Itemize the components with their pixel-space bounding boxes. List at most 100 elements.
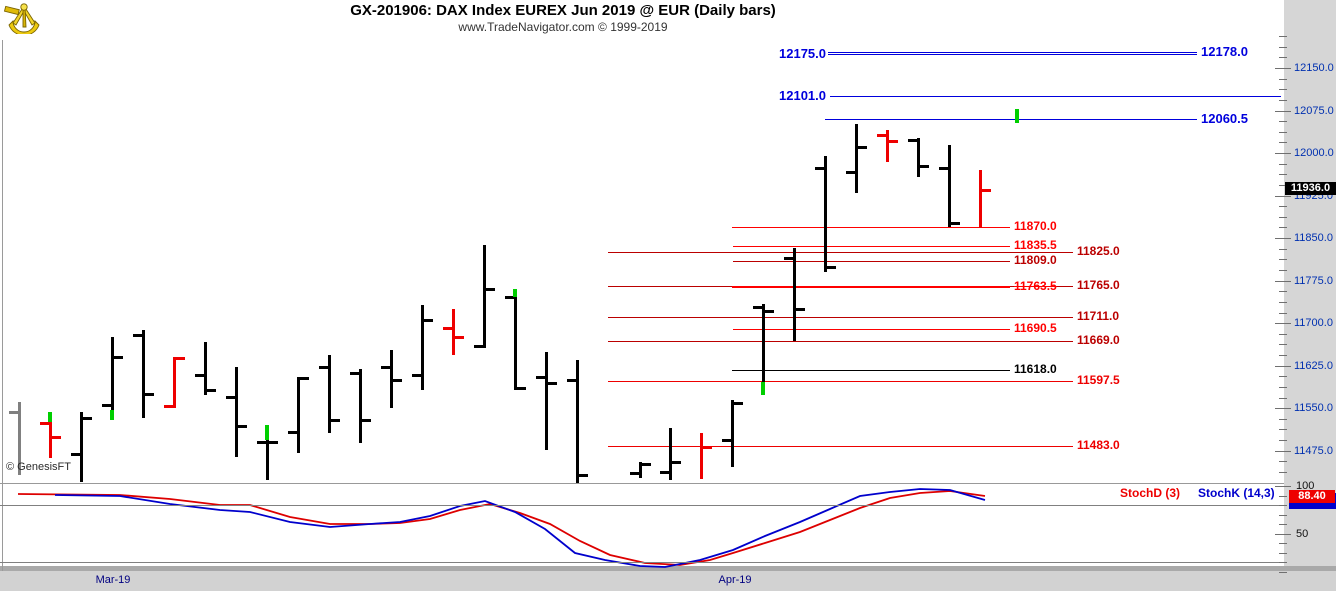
stochk-legend-label: StochK (14,3) xyxy=(1198,486,1275,500)
bar-open-tick xyxy=(877,134,886,137)
price-bar xyxy=(297,377,300,453)
price-bar xyxy=(700,433,703,479)
level-label: 11711.0 xyxy=(1077,309,1120,323)
price-bar xyxy=(235,367,238,457)
price-bar xyxy=(483,245,486,348)
bar-close-tick xyxy=(982,189,991,192)
level-line xyxy=(608,381,1073,382)
panel-bottom-border xyxy=(0,566,1336,571)
bar-close-tick xyxy=(269,441,278,444)
bar-open-tick xyxy=(630,472,639,475)
bar-open-tick xyxy=(257,441,266,444)
price-bar xyxy=(390,350,393,408)
price-bar xyxy=(576,360,579,483)
bar-open-tick xyxy=(815,167,824,170)
genesis-watermark: © GenesisFT xyxy=(6,461,71,473)
price-chart-canvas[interactable]: 12178.0 12175.0 12101.0 12060.5 11870.0 11835… xyxy=(0,0,1284,483)
chart-copyright-subtitle: www.TradeNavigator.com © 1999-2019 xyxy=(458,20,668,34)
level-label: 11870.0 xyxy=(1014,219,1057,233)
bar-open-tick xyxy=(505,296,514,299)
bar-open-tick xyxy=(71,453,80,456)
bar-close-tick xyxy=(52,436,61,439)
bar-close-tick xyxy=(858,146,867,149)
bar-open-tick xyxy=(908,139,917,142)
level-label: 11618.0 xyxy=(1014,362,1057,376)
price-bar xyxy=(80,412,83,482)
bar-open-tick xyxy=(195,374,204,377)
level-line xyxy=(733,261,1010,262)
bar-green-segment xyxy=(513,289,517,297)
panel-separator xyxy=(0,483,1284,484)
bar-open-tick xyxy=(9,411,18,414)
price-bar xyxy=(762,304,765,395)
price-bar xyxy=(731,400,734,467)
bar-close-tick xyxy=(176,357,185,360)
price-bar xyxy=(886,130,889,162)
bar-close-tick xyxy=(300,377,309,380)
price-bar xyxy=(824,156,827,272)
bar-open-tick xyxy=(350,372,359,375)
bar-green-segment xyxy=(761,382,765,395)
stochd-value-box: 88.40 xyxy=(1289,490,1335,503)
panel-left-border xyxy=(2,40,3,571)
stochastic-curves xyxy=(17,488,986,568)
bar-close-tick xyxy=(393,379,402,382)
level-line xyxy=(732,286,1010,288)
level-label: 11669.0 xyxy=(1077,333,1120,347)
level-label: 12175.0 xyxy=(779,46,826,61)
bar-open-tick xyxy=(536,376,545,379)
bar-open-tick xyxy=(939,167,948,170)
price-bar xyxy=(639,462,642,478)
level-line xyxy=(608,252,1073,253)
bar-close-tick xyxy=(424,319,433,322)
level-label: 11597.5 xyxy=(1077,373,1120,387)
time-axis-strip[interactable] xyxy=(0,571,1336,591)
bar-open-tick xyxy=(753,306,762,309)
stochastic-panel-canvas[interactable] xyxy=(0,483,1284,571)
price-bar xyxy=(979,170,982,228)
level-label: 11483.0 xyxy=(1077,438,1120,452)
bar-open-tick xyxy=(784,257,793,260)
level-label: 11690.5 xyxy=(1014,321,1057,335)
bar-open-tick xyxy=(319,366,328,369)
level-label: 11763.5 xyxy=(1014,279,1057,293)
bar-close-tick xyxy=(579,474,588,477)
price-bar xyxy=(359,369,362,443)
green-marker-segment xyxy=(1015,109,1019,123)
level-line xyxy=(828,52,1197,53)
bar-close-tick xyxy=(765,310,774,313)
bar-open-tick xyxy=(474,345,483,348)
price-bar xyxy=(793,248,796,341)
bar-close-tick xyxy=(238,425,247,428)
level-line xyxy=(732,227,1010,228)
level-label: 11835.5 xyxy=(1014,238,1057,252)
bar-close-tick xyxy=(548,382,557,385)
level-line xyxy=(825,119,1197,120)
price-bar xyxy=(18,402,21,475)
bar-close-tick xyxy=(703,446,712,449)
bar-close-tick xyxy=(889,140,898,143)
level-line xyxy=(608,341,1073,342)
price-bar xyxy=(328,355,331,433)
level-line xyxy=(828,54,1197,55)
level-line xyxy=(608,446,1073,447)
bar-close-tick xyxy=(920,165,929,168)
level-line xyxy=(733,246,1010,247)
bar-close-tick xyxy=(145,393,154,396)
price-bar xyxy=(421,305,424,390)
bar-open-tick xyxy=(288,431,297,434)
bar-green-segment xyxy=(110,410,114,420)
level-label: 12178.0 xyxy=(1201,44,1248,59)
level-label: 11809.0 xyxy=(1014,253,1057,267)
level-line xyxy=(830,96,1281,97)
bar-open-tick xyxy=(164,405,173,408)
level-label: 11765.0 xyxy=(1077,278,1120,292)
bar-close-tick xyxy=(83,417,92,420)
price-bar xyxy=(669,428,672,480)
genesis-sextant-logo-icon xyxy=(4,3,40,34)
bar-open-tick xyxy=(102,404,111,407)
price-bar xyxy=(855,124,858,193)
bar-close-tick xyxy=(951,222,960,225)
price-bar xyxy=(173,357,176,408)
